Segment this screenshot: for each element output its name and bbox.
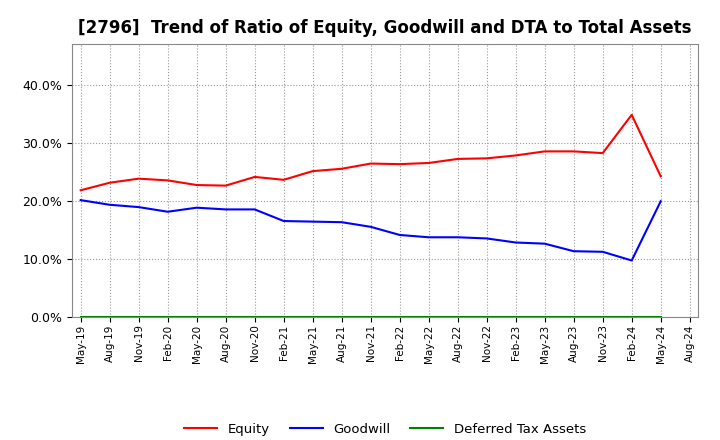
Deferred Tax Assets	[308, 314, 317, 319]
Deferred Tax Assets	[76, 314, 85, 319]
Deferred Tax Assets	[482, 314, 491, 319]
Deferred Tax Assets	[338, 314, 346, 319]
Deferred Tax Assets	[105, 314, 114, 319]
Equity	[511, 153, 520, 158]
Equity	[424, 160, 433, 165]
Equity	[570, 149, 578, 154]
Equity	[221, 183, 230, 188]
Equity	[76, 187, 85, 193]
Line: Equity: Equity	[81, 115, 661, 190]
Equity	[541, 149, 549, 154]
Equity	[454, 156, 462, 161]
Goodwill	[482, 236, 491, 241]
Goodwill	[251, 207, 259, 212]
Line: Goodwill: Goodwill	[81, 200, 661, 260]
Deferred Tax Assets	[221, 314, 230, 319]
Goodwill	[76, 198, 85, 203]
Deferred Tax Assets	[251, 314, 259, 319]
Deferred Tax Assets	[366, 314, 375, 319]
Deferred Tax Assets	[657, 314, 665, 319]
Goodwill	[541, 241, 549, 246]
Goodwill	[511, 240, 520, 245]
Equity	[366, 161, 375, 166]
Goodwill	[163, 209, 172, 214]
Deferred Tax Assets	[192, 314, 201, 319]
Goodwill	[366, 224, 375, 230]
Goodwill	[192, 205, 201, 210]
Equity	[657, 174, 665, 179]
Goodwill	[627, 258, 636, 263]
Deferred Tax Assets	[395, 314, 404, 319]
Equity	[251, 174, 259, 180]
Deferred Tax Assets	[163, 314, 172, 319]
Goodwill	[105, 202, 114, 207]
Goodwill	[657, 198, 665, 204]
Deferred Tax Assets	[570, 314, 578, 319]
Legend: Equity, Goodwill, Deferred Tax Assets: Equity, Goodwill, Deferred Tax Assets	[179, 418, 591, 440]
Deferred Tax Assets	[424, 314, 433, 319]
Deferred Tax Assets	[627, 314, 636, 319]
Deferred Tax Assets	[135, 314, 143, 319]
Goodwill	[570, 249, 578, 254]
Equity	[338, 166, 346, 172]
Goodwill	[338, 220, 346, 225]
Equity	[308, 169, 317, 174]
Equity	[395, 161, 404, 167]
Equity	[279, 177, 288, 183]
Equity	[163, 178, 172, 183]
Goodwill	[308, 219, 317, 224]
Title: [2796]  Trend of Ratio of Equity, Goodwill and DTA to Total Assets: [2796] Trend of Ratio of Equity, Goodwil…	[78, 19, 692, 37]
Goodwill	[279, 218, 288, 224]
Goodwill	[424, 235, 433, 240]
Goodwill	[221, 207, 230, 212]
Deferred Tax Assets	[511, 314, 520, 319]
Deferred Tax Assets	[541, 314, 549, 319]
Equity	[135, 176, 143, 181]
Equity	[627, 112, 636, 117]
Goodwill	[454, 235, 462, 240]
Equity	[482, 156, 491, 161]
Deferred Tax Assets	[454, 314, 462, 319]
Goodwill	[598, 249, 607, 254]
Equity	[105, 180, 114, 185]
Deferred Tax Assets	[598, 314, 607, 319]
Goodwill	[395, 232, 404, 238]
Deferred Tax Assets	[279, 314, 288, 319]
Equity	[192, 183, 201, 188]
Goodwill	[135, 205, 143, 210]
Equity	[598, 150, 607, 156]
